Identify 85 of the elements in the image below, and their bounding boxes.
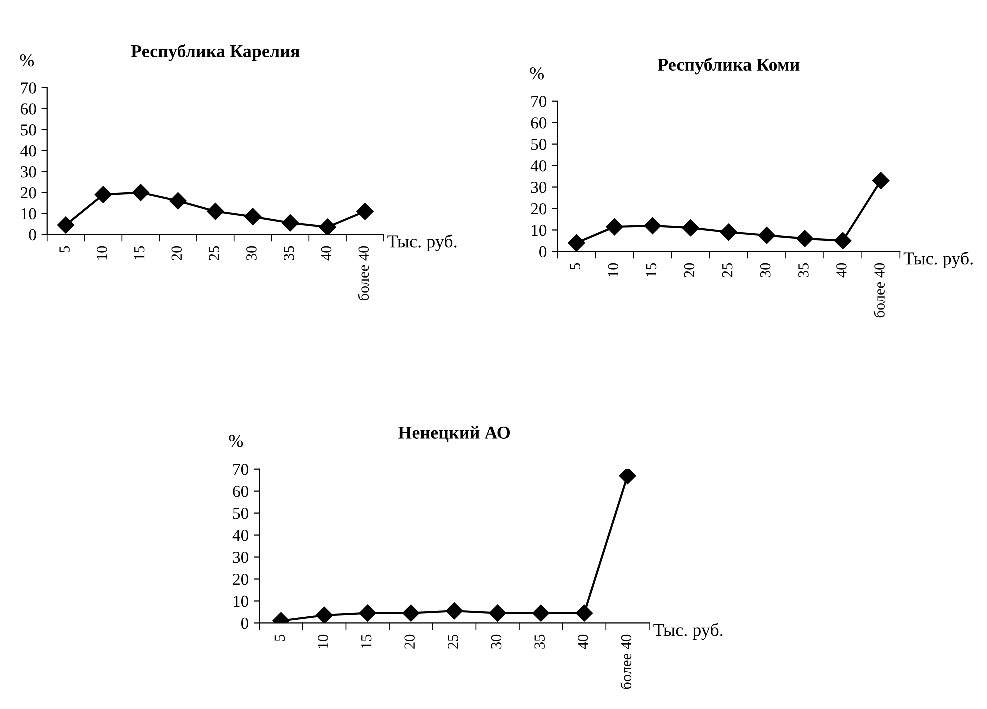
y-tick-label: 10: [532, 224, 547, 236]
y-tick-label: 0: [29, 229, 36, 241]
point: [644, 217, 662, 234]
y-tick-label: 40: [232, 530, 249, 542]
y-tick-label: 20: [531, 203, 547, 215]
x-tick-label: более 40: [358, 246, 370, 301]
x-axis-title: Тыс. руб.: [904, 252, 973, 269]
y-tick-label: 60: [233, 486, 249, 498]
y-axis-title: %: [20, 54, 34, 67]
point: [758, 227, 776, 244]
point: [872, 172, 890, 190]
x-axis-title: Тыс. руб.: [388, 234, 457, 252]
point: [170, 192, 187, 210]
point: [619, 469, 636, 485]
y-axis-title: %: [530, 68, 544, 80]
point: [532, 604, 550, 622]
point: [446, 602, 464, 620]
x-tick-label: 35: [798, 263, 809, 278]
x-tick-label: 10: [318, 634, 328, 648]
point: [132, 184, 150, 202]
x-tick-label: 20: [172, 246, 182, 260]
x-tick-label: 15: [646, 263, 657, 277]
y-tick-label: 40: [530, 160, 547, 172]
point: [282, 214, 300, 232]
point: [796, 230, 814, 248]
y-tick-label: 10: [234, 596, 249, 608]
point: [316, 606, 334, 624]
x-tick-label: 25: [448, 634, 458, 649]
x-tick-label: 20: [404, 634, 416, 649]
x-tick-label: более 40: [874, 263, 885, 318]
y-tick-label: 20: [233, 574, 249, 586]
y-tick-label: 50: [532, 139, 547, 150]
x-tick-label: 10: [96, 246, 108, 260]
point: [402, 604, 420, 622]
point: [489, 604, 506, 622]
point: [576, 604, 594, 622]
y-tick-label: 10: [22, 208, 36, 220]
x-tick-label: 30: [491, 634, 502, 649]
point: [356, 203, 374, 220]
x-tick-label: 25: [722, 263, 733, 278]
y-tick-label: 70: [532, 96, 547, 108]
chart-title: Республика Коми: [658, 58, 800, 75]
chart-title: Республика Карелия: [131, 44, 300, 62]
point: [58, 216, 75, 234]
x-axis-title: Тыс. руб.: [654, 623, 723, 640]
y-tick-label: 20: [21, 187, 36, 199]
point: [359, 604, 376, 622]
y-tick-label: 50: [21, 124, 36, 136]
x-tick-label: 15: [361, 634, 372, 648]
y-tick-label: 0: [540, 246, 547, 258]
point: [606, 218, 624, 236]
x-tick-label: более 40: [620, 634, 632, 690]
y-axis-title: %: [229, 435, 244, 448]
point: [244, 208, 262, 226]
y-tick-label: 30: [233, 552, 249, 564]
x-tick-label: 5: [60, 246, 70, 253]
x-tick-label: 5: [274, 634, 286, 642]
x-tick-label: 5: [570, 263, 581, 270]
point: [834, 232, 852, 250]
point: [207, 203, 224, 220]
x-tick-label: 25: [209, 246, 220, 260]
x-tick-label: 40: [578, 634, 588, 650]
y-tick-label: 70: [21, 82, 36, 94]
x-tick-label: 35: [534, 634, 545, 649]
y-tick-label: 40: [20, 146, 36, 157]
y-tick-label: 70: [234, 464, 249, 476]
y-tick-label: 60: [531, 118, 547, 129]
point: [720, 224, 738, 241]
x-tick-label: 40: [836, 263, 847, 278]
x-tick-label: 40: [321, 246, 332, 261]
x-tick-label: 35: [284, 246, 294, 260]
x-tick-label: 30: [760, 263, 771, 278]
point: [682, 220, 700, 237]
chart-title: Ненецкий АО: [398, 426, 510, 442]
x-tick-label: 15: [134, 246, 145, 260]
y-tick-label: 60: [21, 104, 36, 115]
y-tick-label: 30: [531, 182, 547, 194]
y-tick-label: 30: [21, 166, 36, 178]
x-tick-label: 20: [684, 263, 695, 278]
y-tick-label: 0: [241, 618, 249, 630]
x-tick-label: 10: [608, 263, 619, 277]
point: [568, 234, 586, 252]
point: [94, 186, 112, 204]
y-tick-label: 50: [233, 508, 249, 520]
point: [319, 218, 336, 235]
